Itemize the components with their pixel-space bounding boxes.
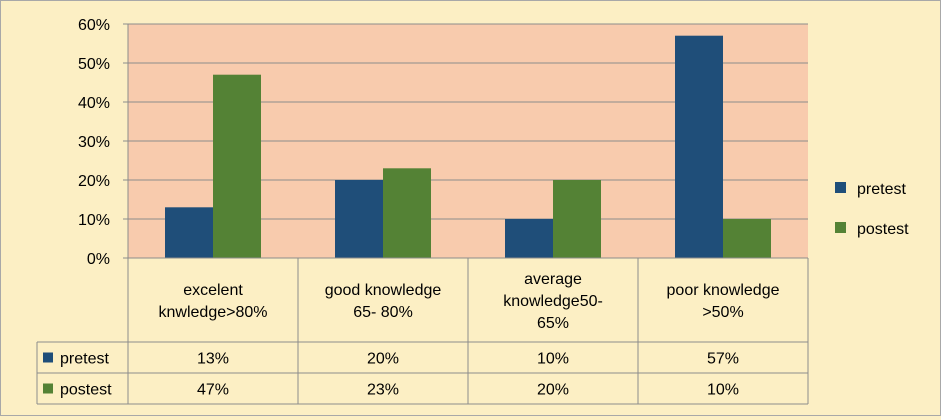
bars	[165, 35, 771, 259]
category-label: 65%	[537, 315, 569, 332]
y-tick-label: 60%	[78, 17, 110, 34]
legend: pretest postest	[835, 181, 909, 238]
table-value: 57%	[707, 351, 739, 368]
bar-postest-0	[213, 74, 261, 258]
y-axis: 0% 10% 20% 30% 40% 50% 60%	[78, 17, 129, 268]
category-label: knowledge50-	[503, 293, 603, 310]
table-value: 13%	[197, 351, 229, 368]
y-tick-label: 40%	[78, 95, 110, 112]
table-value: 10%	[707, 382, 739, 399]
y-tick-label: 30%	[78, 134, 110, 151]
legend-label-pretest: pretest	[857, 181, 906, 198]
bar-postest-3	[723, 219, 771, 258]
bar-postest-2	[553, 180, 601, 258]
bar-postest-1	[383, 168, 431, 258]
data-table: excelent knwledge>80% good knowledge 65- 80…	[36, 257, 809, 405]
table-legend-key-postest	[43, 383, 53, 394]
table-value: 23%	[367, 382, 399, 399]
table-value: 10%	[537, 351, 569, 368]
bar-pretest-3	[675, 35, 723, 259]
y-tick-label: 50%	[78, 56, 110, 73]
bar-pretest-2	[505, 219, 553, 258]
table-value: 47%	[197, 382, 229, 399]
category-label: poor knowledge	[667, 282, 780, 299]
category-label: knwledge>80%	[159, 304, 268, 321]
category-label: excelent	[183, 282, 243, 299]
y-tick-label: 10%	[78, 212, 110, 229]
table-value: 20%	[537, 382, 569, 399]
category-label: 65- 80%	[353, 304, 413, 321]
category-label: average	[524, 271, 582, 288]
legend-key-pretest	[835, 182, 846, 193]
bar-pretest-0	[165, 207, 213, 258]
table-legend-key-pretest	[43, 352, 53, 363]
bar-pretest-1	[335, 180, 383, 258]
table-value: 20%	[367, 351, 399, 368]
y-tick-label: 0%	[87, 251, 110, 268]
category-label: good knowledge	[325, 282, 442, 299]
y-tick-label: 20%	[78, 173, 110, 190]
table-series-label: pretest	[60, 351, 109, 368]
category-label: >50%	[702, 304, 743, 321]
table-series-label: postest	[60, 382, 112, 399]
legend-label-postest: postest	[857, 221, 909, 238]
legend-key-postest	[835, 222, 846, 233]
